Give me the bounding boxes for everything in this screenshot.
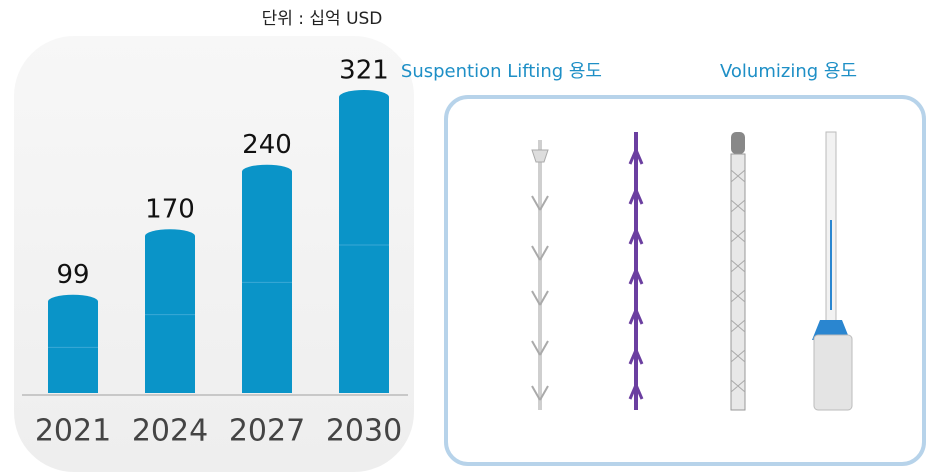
x-tick-label: 2024 <box>132 414 208 449</box>
bar <box>339 90 389 393</box>
thread-illustration <box>731 132 745 410</box>
x-tick-label: 2021 <box>35 414 111 449</box>
data-label: 240 <box>242 130 292 160</box>
bar <box>242 165 292 393</box>
data-label: 170 <box>145 195 195 225</box>
bar <box>145 229 195 393</box>
x-tick-label: 2030 <box>326 414 402 449</box>
data-label: 321 <box>339 56 389 86</box>
page: 단위 : 십억 USD Suspention Lifting 용도 Volumi… <box>0 0 930 472</box>
data-label: 99 <box>56 260 89 290</box>
image-panel <box>446 97 924 464</box>
bar <box>48 295 98 393</box>
chart: 단위 : 십억 USD Suspention Lifting 용도 Volumi… <box>0 0 930 472</box>
panel-label: Suspention Lifting 용도 <box>401 61 602 82</box>
unit-label: 단위 : 십억 USD <box>262 9 383 29</box>
x-tick-label: 2027 <box>229 414 305 449</box>
panel-label: Volumizing 용도 <box>720 61 857 82</box>
